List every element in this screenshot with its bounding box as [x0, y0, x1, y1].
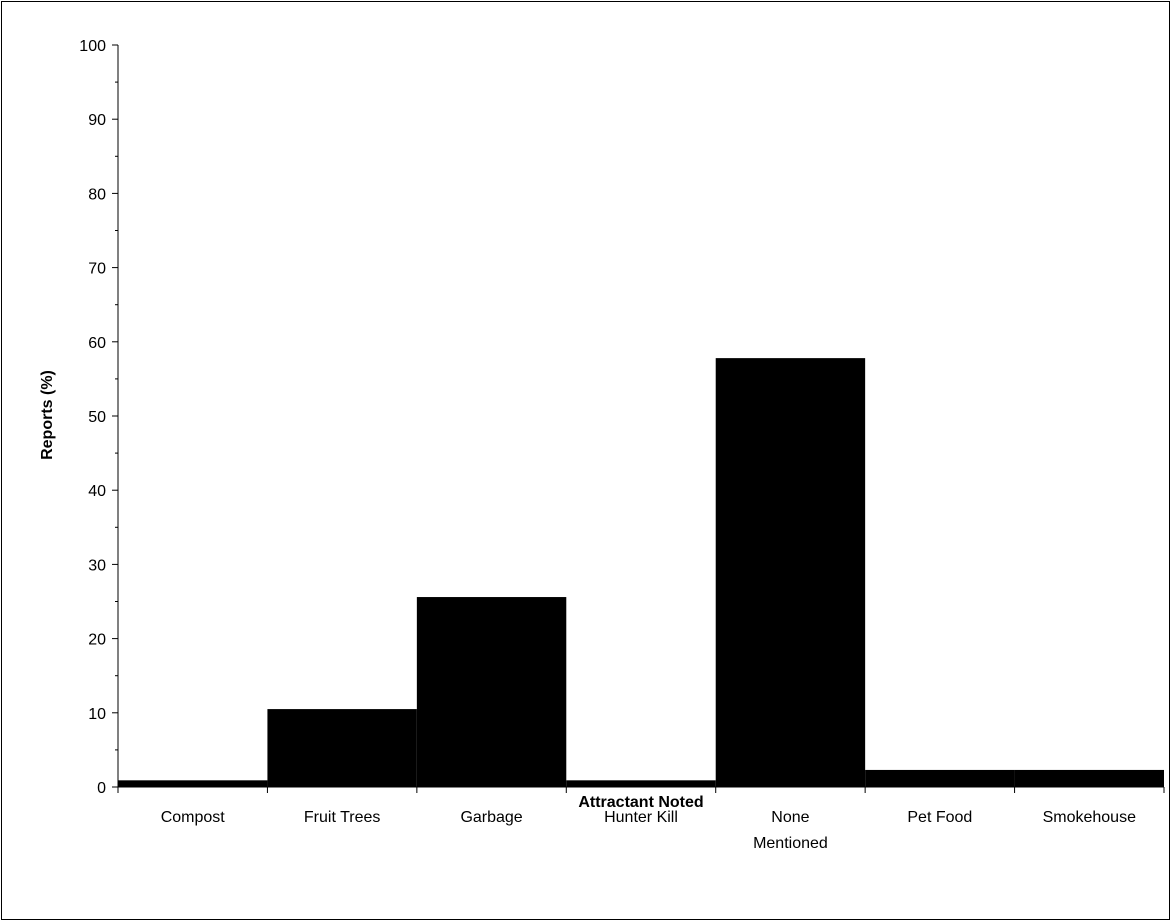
bar-4 [715, 358, 866, 787]
y-axis-title: Reports (%) [39, 370, 56, 460]
x-tick-label: Fruit Trees [304, 809, 380, 826]
y-ticks-group: 0 10 20 30 40 50 60 70 80 90 100 [79, 38, 118, 797]
y-tick-label: 40 [88, 483, 106, 500]
x-tick-label: Smokehouse [1043, 809, 1136, 826]
y-tick-label: 20 [88, 632, 106, 649]
y-tick-label: 10 [88, 706, 106, 723]
y-tick-label: 0 [97, 780, 106, 797]
y-tick-label: 90 [88, 112, 106, 129]
y-tick-label: 100 [79, 38, 106, 55]
x-tick-label: Compost [161, 809, 226, 826]
x-tick-label: Hunter Kill [604, 809, 678, 826]
y-tick-label: 60 [88, 335, 106, 352]
bar-2 [416, 597, 567, 787]
x-tick-label: Garbage [460, 809, 522, 826]
bar-0 [118, 780, 268, 787]
y-tick-label: 30 [88, 557, 106, 574]
y-tick-label: 50 [88, 409, 106, 426]
x-tick-label: Pet Food [907, 809, 972, 826]
x-tick-label: None [771, 809, 809, 826]
x-axis-title: Attractant Noted [578, 794, 703, 811]
x-tick-label: Mentioned [753, 835, 828, 852]
bar-3 [566, 780, 716, 787]
bar-6 [1014, 769, 1164, 787]
bar-1 [267, 709, 417, 787]
y-tick-label: 70 [88, 261, 106, 278]
x-ticks-group: Compost Fruit Trees Garbage Hunter Kill None… [117, 787, 1165, 852]
bars-group [118, 358, 1164, 787]
axes-group [117, 45, 1164, 788]
y-tick-label: 80 [88, 186, 106, 203]
bar-5 [865, 769, 1015, 787]
